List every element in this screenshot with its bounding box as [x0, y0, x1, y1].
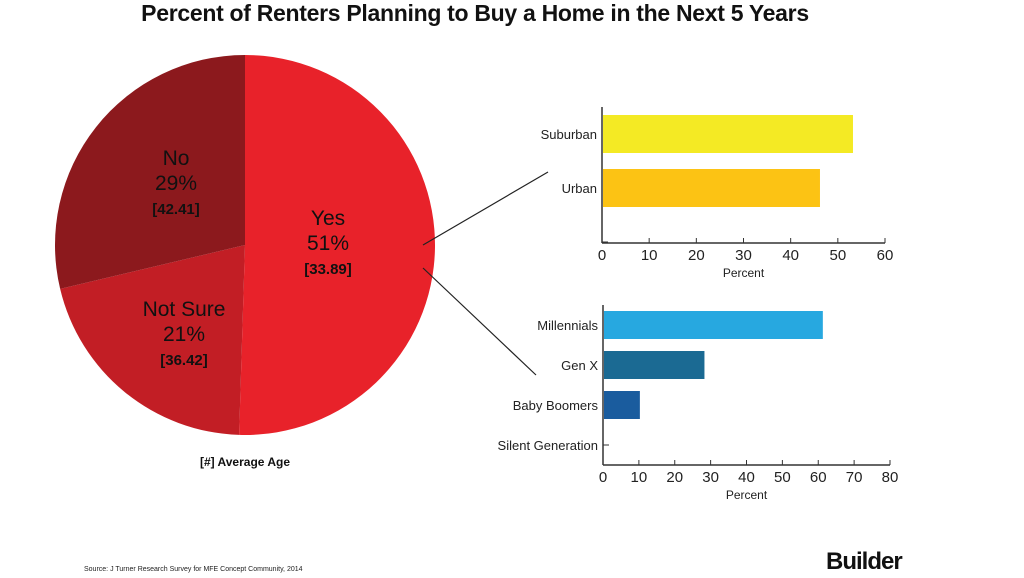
x-tick-label: 40 [782, 247, 799, 264]
slice-percent: 51% [307, 232, 349, 255]
y-category-label: Suburban [541, 127, 597, 142]
x-tick-label: 0 [598, 247, 606, 264]
slice-label: Yes [311, 207, 345, 230]
x-tick-label: 70 [846, 469, 863, 486]
y-category-label: Silent Generation [498, 438, 598, 453]
bar-millennials [604, 311, 823, 339]
x-axis-label: Percent [723, 266, 765, 280]
y-category-label: Urban [562, 181, 597, 196]
bar-suburban [603, 115, 853, 153]
x-tick-label: 50 [774, 469, 791, 486]
slice-percent: 21% [163, 323, 205, 346]
connector-line [422, 267, 537, 376]
y-category-label: Millennials [537, 318, 598, 333]
pie-slice-not-sure [60, 245, 245, 435]
x-axis-label: Percent [726, 488, 768, 502]
chart-title: Percent of Renters Planning to Buy a Hom… [141, 0, 809, 26]
x-tick-label: 40 [738, 469, 755, 486]
x-tick-label: 50 [829, 247, 846, 264]
x-tick-label: 30 [702, 469, 719, 486]
y-category-label: Baby Boomers [513, 398, 599, 413]
slice-label: No [163, 147, 190, 170]
builder-logo: Builder [826, 548, 903, 575]
x-tick-label: 60 [877, 247, 894, 264]
x-tick-label: 80 [882, 469, 899, 486]
slice-percent: 29% [155, 172, 197, 195]
bar-baby-boomers [604, 391, 640, 419]
x-tick-label: 0 [599, 469, 607, 486]
x-tick-label: 10 [641, 247, 658, 264]
pie-legend-note: [#] Average Age [200, 455, 290, 469]
slice-avg-age: [42.41] [152, 201, 200, 218]
x-tick-label: 20 [666, 469, 683, 486]
y-category-label: Gen X [561, 358, 598, 373]
x-tick-label: 10 [631, 469, 648, 486]
slice-avg-age: [33.89] [304, 261, 352, 278]
slice-avg-age: [36.42] [160, 352, 208, 369]
x-tick-label: 60 [810, 469, 827, 486]
pie-slice-yes [239, 55, 435, 435]
pie-slice-no [55, 55, 245, 289]
connector-line [422, 171, 549, 246]
source-note: Source: J Turner Research Survey for MFE… [84, 566, 303, 573]
bar-urban [603, 169, 820, 207]
slice-label: Not Sure [143, 298, 226, 321]
x-tick-label: 20 [688, 247, 705, 264]
bar-gen-x [604, 351, 705, 379]
x-tick-label: 30 [735, 247, 752, 264]
